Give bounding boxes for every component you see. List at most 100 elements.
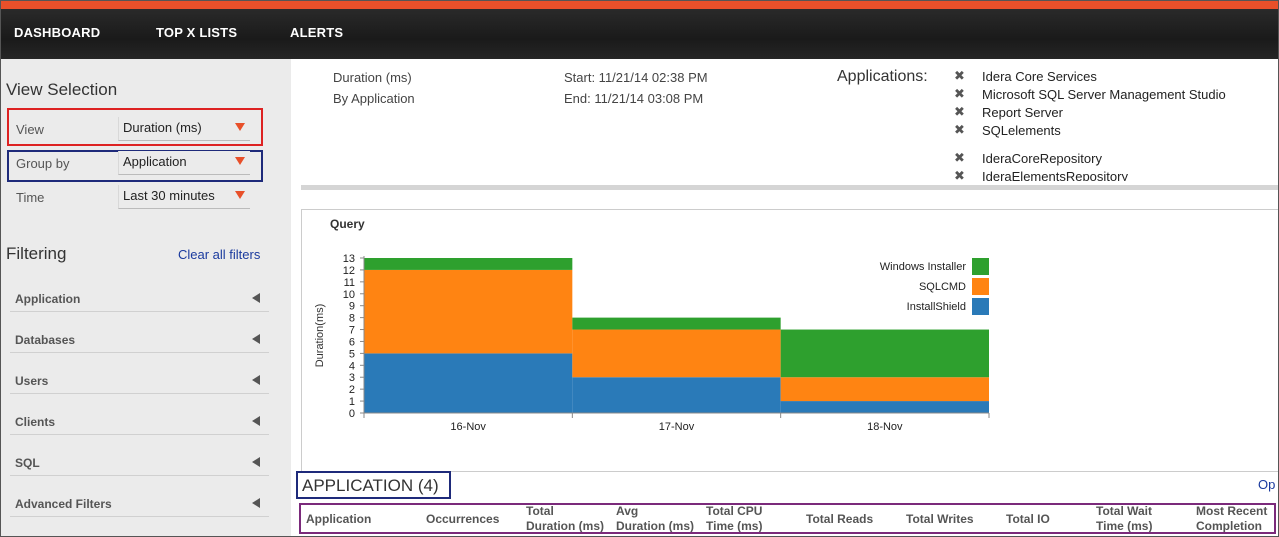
expand-arrow-icon [252,416,260,426]
application-name: Report Server [982,105,1063,120]
remove-icon[interactable]: ✖ [954,104,965,119]
column-header[interactable]: Occurrences [426,512,500,526]
filter-sql[interactable]: SQL [10,448,269,476]
time-dropdown-value: Last 30 minutes [123,188,215,203]
area-segment-sqlcmd [364,269,573,354]
dropdown-arrow-icon [235,157,245,165]
legend-swatch [972,298,989,315]
remove-icon[interactable]: ✖ [954,122,965,137]
legend-label: InstallShield [907,301,966,313]
y-tick-label: 4 [349,360,355,372]
main-content: Duration (ms) By Application Start: 11/2… [291,59,1278,536]
application-filter-chip: ✖ Idera Core Services [954,69,1274,87]
legend-label: Windows Installer [880,261,967,273]
time-label: Time [16,190,45,205]
y-tick-label: 13 [343,253,355,265]
expand-arrow-icon [252,375,260,385]
filter-advanced[interactable]: Advanced Filters [10,489,269,517]
column-header[interactable]: Total IO [1006,512,1050,526]
x-tick-label: 16-Nov [450,421,486,433]
remove-icon[interactable]: ✖ [954,86,965,101]
application-name: SQLelements [982,123,1061,138]
area-segment-sqlcmd [780,377,989,402]
application-filter-chip: ✖ IderaElementsRepository [954,168,1274,181]
column-header[interactable]: Total Wait Time (ms) [1096,504,1153,533]
legend-swatch [972,278,989,295]
column-header[interactable]: Most Recent Completion [1196,504,1268,533]
filter-application[interactable]: Application [10,284,269,312]
nav-alerts[interactable]: ALERTS [290,25,344,40]
view-selection-title: View Selection [6,80,118,99]
y-tick-label: 7 [349,325,355,337]
table-header: Application Occurrences Total Duration (ms… [299,503,1276,534]
applications-title: Applications: [837,68,928,85]
column-header[interactable]: Avg Duration (ms) [616,504,694,533]
y-tick-label: 2 [349,384,355,396]
group-by-dropdown[interactable]: Application [118,151,250,175]
column-header[interactable]: Total Duration (ms) [526,504,604,533]
view-highlight-box [7,108,263,146]
column-header[interactable]: Total CPU Time (ms) [706,504,763,533]
y-tick-label: 3 [349,372,355,384]
end-time: End: 11/21/14 03:08 PM [564,91,704,106]
grouping-label: By Application [333,91,415,106]
group-by-dropdown-value: Application [123,154,187,169]
grid-title: APPLICATION (4) [296,471,451,499]
application-filter-chip: ✖ SQLelements [954,122,1274,141]
area-segment-installshield [364,353,573,413]
filtering-title: Filtering [6,244,67,263]
application-filter-chip: ✖ Microsoft SQL Server Management Studio [954,86,1274,105]
remove-icon[interactable]: ✖ [954,69,965,83]
start-time: Start: 11/21/14 02:38 PM [564,70,708,85]
y-tick-label: 0 [349,408,355,420]
top-navigation: DASHBOARD TOP X LISTS ALERTS [1,1,1278,59]
section-divider [301,185,1278,190]
y-tick-label: 8 [349,313,355,325]
time-dropdown[interactable]: Last 30 minutes [118,185,250,209]
filter-clients[interactable]: Clients [10,407,269,435]
view-dropdown-value: Duration (ms) [123,120,202,135]
dropdown-arrow-icon [235,123,245,131]
application-name: Idera Core Services [982,69,1097,84]
nav-dashboard[interactable]: DASHBOARD [14,25,101,40]
application-name: IderaCoreRepository [982,151,1102,166]
nav-top-x-lists[interactable]: TOP X LISTS [156,25,238,40]
chart-title: Query [330,217,365,231]
area-segment-sqlcmd [572,329,781,378]
x-tick-label: 17-Nov [659,421,695,433]
application-filter-chip: ✖ IderaCoreRepository [954,150,1274,169]
application-filter-chip: ✖ Report Server [954,104,1274,123]
filter-label: Users [15,374,49,388]
filter-databases[interactable]: Databases [10,325,269,353]
view-dropdown[interactable]: Duration (ms) [118,117,250,141]
remove-icon[interactable]: ✖ [954,168,965,181]
y-tick-label: 10 [343,289,355,301]
y-tick-label: 6 [349,336,355,348]
x-tick-label: 18-Nov [867,421,903,433]
metric-label: Duration (ms) [333,70,412,85]
filter-label: Advanced Filters [15,497,112,511]
area-segment-installshield [572,377,781,413]
expand-arrow-icon [252,457,260,467]
y-tick-label: 12 [343,265,355,277]
remove-icon[interactable]: ✖ [954,150,965,165]
options-link[interactable]: Op [1258,477,1276,492]
column-header[interactable]: Total Writes [906,512,974,526]
column-header[interactable]: Application [306,512,372,526]
y-tick-label: 1 [349,396,355,408]
y-tick-label: 9 [349,301,355,313]
clear-all-filters-link[interactable]: Clear all filters [178,247,261,262]
filter-users[interactable]: Users [10,366,269,394]
area-segment-windows-installer [364,258,573,270]
sidebar: View Selection View Duration (ms) Group … [1,59,291,536]
column-header[interactable]: Total Reads [806,512,874,526]
y-tick-label: 11 [344,277,355,289]
expand-arrow-icon [252,498,260,508]
filter-label: Application [15,292,81,306]
filter-label: Databases [15,333,76,347]
dropdown-arrow-icon [235,191,245,199]
view-label: View [16,122,44,137]
application-name: Microsoft SQL Server Management Studio [982,87,1226,102]
y-tick-label: 5 [349,348,355,360]
